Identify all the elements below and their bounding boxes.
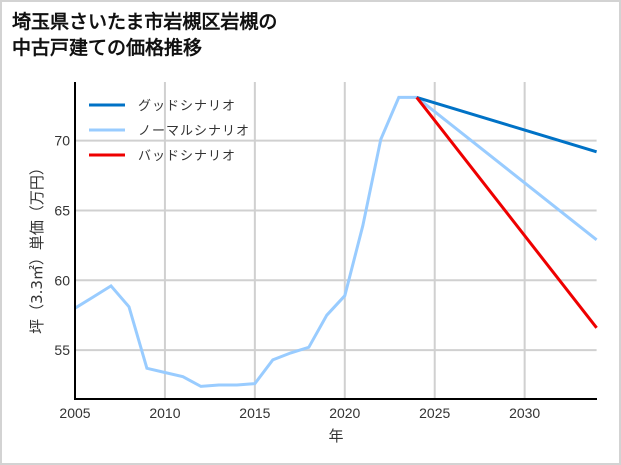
y-tick-labels: 55 60 65 70 [54,133,70,358]
series-line [74,95,598,388]
legend-label: グッドシナリオ [138,99,236,114]
y-axis-label: 坪（3.3㎡）単価（万円） [28,160,46,334]
legend-label: ノーマルシナリオ [138,124,250,139]
data-lines [74,95,598,388]
x-tick-label: 2020 [329,405,360,421]
y-tick-label: 70 [54,133,70,149]
series-line [416,95,598,154]
axes [74,82,597,400]
legend-label: バッドシナリオ [138,149,236,164]
chart-title-line1: 埼玉県さいたま市岩槻区岩槻の [12,11,278,33]
x-axis-label: 年 [328,427,343,445]
x-tick-label: 2025 [419,405,450,421]
series-line [415,96,598,329]
x-tick-label: 2030 [509,405,540,421]
y-tick-label: 55 [54,342,70,358]
x-tick-label: 2010 [149,405,180,421]
x-tick-labels: 2005 2010 2015 2020 2025 2030 [59,405,540,421]
chart-title-line2: 中古戸建ての価格推移 [12,37,203,59]
x-tick-label: 2005 [59,405,90,421]
x-tick-label: 2015 [239,405,270,421]
y-tick-label: 65 [54,202,70,218]
y-tick-label: 60 [54,272,70,288]
chart-title: 埼玉県さいたま市岩槻区岩槻の 中古戸建ての価格推移 [12,9,277,61]
grid-lines [74,82,597,399]
